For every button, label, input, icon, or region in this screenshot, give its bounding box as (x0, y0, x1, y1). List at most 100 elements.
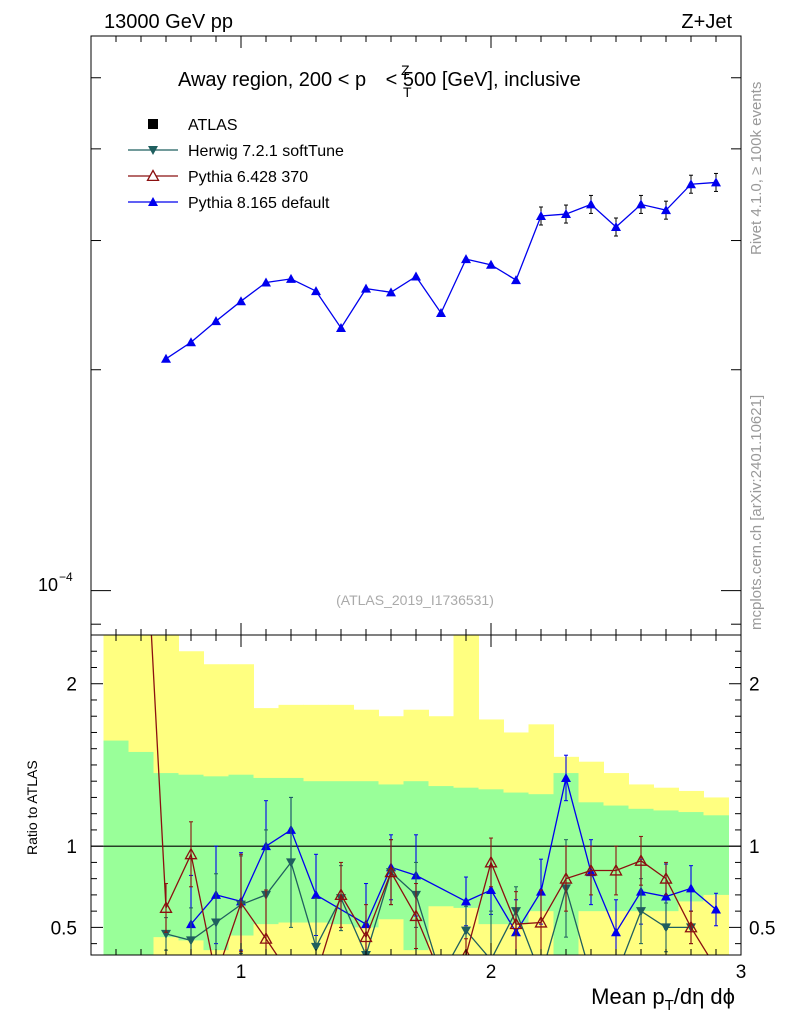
main-point (711, 177, 721, 187)
ratio-line (190, 777, 717, 934)
ratio-tick-label-right: 0.5 (749, 918, 775, 939)
energy-label: 13000 GeV pp (104, 11, 233, 33)
main-point (511, 275, 521, 285)
ratio-point (684, 920, 698, 933)
ratio-point (661, 923, 671, 933)
mcplots-label: mcplots.cern.ch [arXiv:2401.10621] (748, 395, 765, 630)
legend-marker (148, 197, 158, 206)
ratio-point (311, 942, 321, 952)
main-ytick-base: 10 (38, 575, 58, 595)
ratio-point (184, 847, 198, 860)
ratio-point (536, 972, 546, 981)
ratio-point (611, 972, 621, 981)
svg-text:Away region, 200 < p < 500 [Ge: Away region, 200 < p < 500 [GeV], inclus… (178, 69, 581, 91)
inner-band-bin (128, 751, 154, 955)
process-label: Z+Jet (681, 11, 732, 33)
ratio-point (661, 891, 671, 901)
ratio-point (384, 865, 398, 878)
ratio-tick-label-right: 2 (749, 675, 760, 696)
svg-text:Mean pT/dη dϕ: Mean pT/dη dϕ (591, 984, 735, 1014)
main-point (361, 283, 371, 293)
ratio-point (484, 855, 498, 868)
rivet-label: Rivet 4.1.0, ≥ 100k events (748, 82, 765, 255)
ratio-point (186, 936, 196, 946)
main-point (411, 271, 421, 281)
x-tick-label: 1 (236, 962, 247, 983)
ratio-point (461, 896, 471, 906)
ratio-point (559, 871, 573, 884)
analysis-id: (ATLAS_2019_I1736531) (336, 592, 494, 608)
main-ytick-exp: −4 (59, 570, 73, 584)
main-series (161, 172, 721, 363)
ratio-point (259, 931, 273, 944)
ratio-point (534, 915, 548, 928)
legend-marker (146, 169, 160, 182)
ratio-point (159, 901, 173, 913)
ratio-tick-label-left: 2 (66, 675, 77, 696)
main-point (236, 296, 246, 306)
main-point (586, 199, 596, 209)
x-axis-label: Mean pT/dη dϕ (591, 984, 735, 1014)
ratio-point (634, 853, 648, 866)
ratio-ylabel: Ratio to ATLAS (24, 760, 40, 855)
ratio-point (436, 972, 446, 981)
ratio-tick-label-left: 0.5 (51, 918, 77, 939)
ratio-point (286, 858, 296, 868)
xlabel-sub: T (665, 997, 674, 1014)
legend-label: ATLAS (188, 117, 238, 134)
main-ytick-label: 10 −4 (38, 570, 73, 595)
ratio-point (609, 863, 623, 876)
x-tick-label: 3 (736, 962, 747, 983)
main-point (211, 316, 221, 326)
main-point (436, 307, 446, 317)
ratio-series (150, 635, 721, 981)
ratio-tick-label-left: 1 (66, 837, 77, 858)
title-rest: < 500 [GeV], inclusive (380, 69, 581, 91)
ratio-point (461, 926, 471, 936)
legend-marker (148, 146, 158, 155)
ratio-point (636, 907, 646, 917)
main-point (286, 273, 296, 283)
title-main: Away region, 200 < p (178, 69, 366, 91)
ratio-point (586, 972, 596, 981)
xlabel-rest: /dη dϕ (674, 984, 735, 1009)
ratio-point (561, 772, 571, 782)
main-point (536, 211, 546, 221)
ratio-tick-label-right: 1 (749, 837, 760, 858)
main-point (261, 277, 271, 287)
main-point (386, 287, 396, 297)
ratio-point (659, 871, 673, 884)
legend-label: Herwig 7.2.1 softTune (188, 143, 344, 160)
axis-ticks: 1 2 3 0.5 0.5 1 1 2 2 (51, 36, 775, 983)
ratio-point (161, 929, 171, 939)
ratio-point (686, 883, 696, 893)
ratio-point (334, 888, 348, 900)
main-point (161, 353, 171, 363)
inner-band-bin (703, 815, 729, 895)
main-point (561, 209, 571, 219)
main-point (661, 205, 671, 215)
ratio-point (409, 909, 423, 922)
x-tick-label: 2 (486, 962, 497, 983)
main-point (611, 222, 621, 232)
main-point (186, 337, 196, 347)
main-point (311, 286, 321, 296)
main-point (686, 179, 696, 189)
main-point (461, 254, 471, 264)
legend-marker-atlas (148, 119, 158, 129)
ratio-point (584, 863, 598, 876)
xlabel-main: Mean p (591, 984, 664, 1009)
ratio-line (165, 861, 691, 955)
legend: ATLAS Herwig 7.2.1 softTune Pythia 6.428 3… (128, 117, 344, 212)
inner-band-bin (103, 740, 129, 955)
main-point (336, 322, 346, 332)
main-point (486, 259, 496, 269)
main-point (636, 199, 646, 209)
ratio-point (462, 948, 470, 955)
ratio-point (359, 930, 373, 943)
legend-label: Pythia 8.165 default (188, 195, 330, 212)
title-sub: T (403, 84, 412, 100)
ratio-point (509, 917, 523, 930)
ratio-point (611, 927, 621, 937)
